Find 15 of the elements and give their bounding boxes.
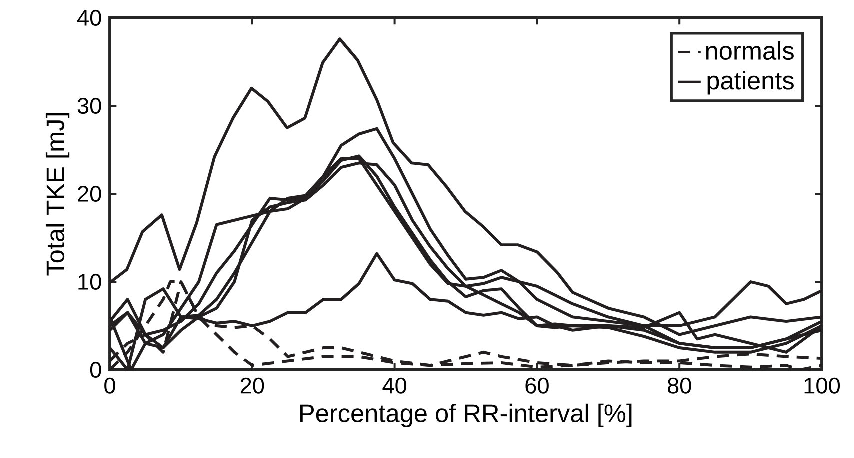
y-tick-label: 20: [78, 186, 102, 202]
legend-label: normals: [706, 41, 794, 60]
x-axis-title: Percentage of RR-interval [%]: [300, 404, 632, 428]
y-axis-title: Total TKE [mJ]: [46, 113, 70, 276]
x-tick-label: 40: [382, 378, 407, 394]
y-tick-label: 10: [78, 274, 102, 290]
x-tick-label: 0: [104, 378, 116, 394]
x-tick-label: 100: [804, 378, 840, 394]
x-tick-label: 20: [240, 378, 264, 394]
legend-label: patients: [708, 71, 794, 95]
x-tick-label: 80: [668, 378, 692, 394]
y-tick-label: 40: [77, 10, 102, 26]
x-tick-label: 60: [526, 378, 549, 394]
y-tick-label: 0: [90, 362, 102, 378]
y-tick-label: 30: [78, 98, 102, 114]
